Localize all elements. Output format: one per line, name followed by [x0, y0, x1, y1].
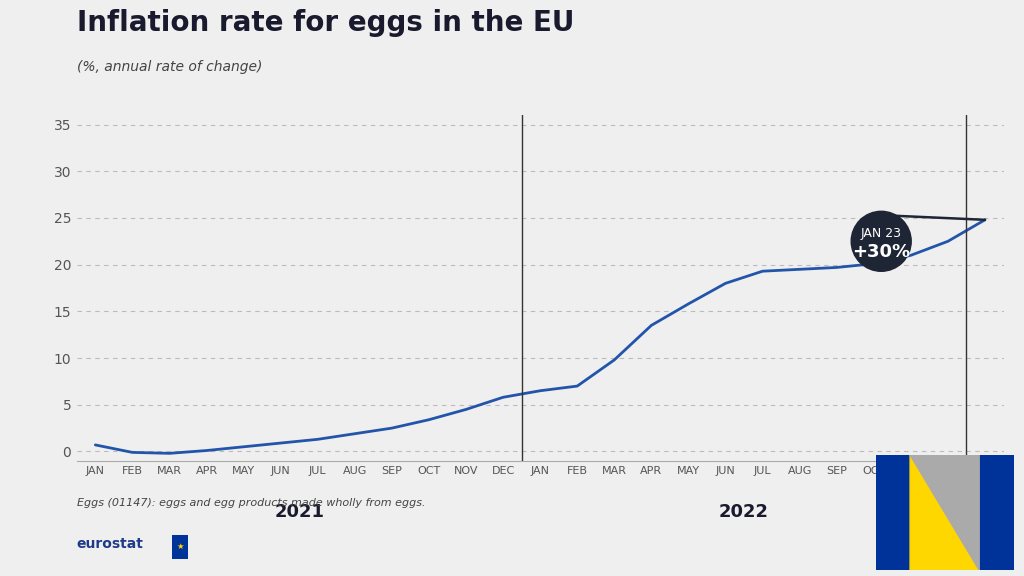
Polygon shape [876, 455, 910, 570]
Polygon shape [910, 455, 979, 570]
Text: 2021: 2021 [274, 503, 325, 521]
Text: eurostat: eurostat [77, 537, 143, 551]
Text: JAN 23: JAN 23 [861, 228, 902, 240]
Text: 2023: 2023 [959, 503, 1010, 521]
Text: (%, annual rate of change): (%, annual rate of change) [77, 60, 262, 74]
Polygon shape [910, 455, 979, 570]
Polygon shape [979, 455, 1014, 570]
Text: +30%: +30% [852, 243, 910, 261]
Ellipse shape [851, 211, 911, 271]
Text: Inflation rate for eggs in the EU: Inflation rate for eggs in the EU [77, 9, 574, 37]
Text: 2022: 2022 [719, 503, 769, 521]
Text: ★: ★ [176, 542, 184, 551]
Text: Eggs (01147): eggs and egg products made wholly from eggs.: Eggs (01147): eggs and egg products made… [77, 498, 425, 508]
